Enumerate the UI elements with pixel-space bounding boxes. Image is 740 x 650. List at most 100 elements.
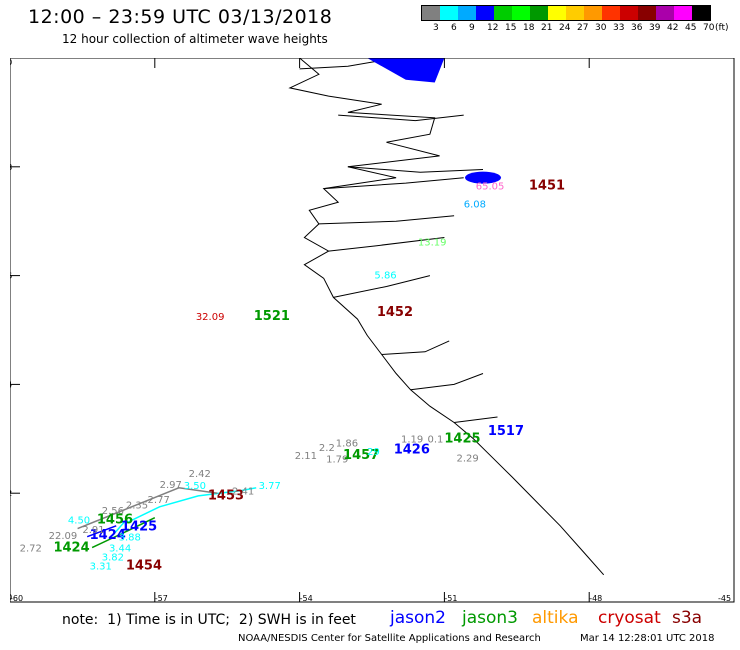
lon-label: -51	[444, 594, 457, 603]
fjord-path	[338, 114, 464, 122]
satellite-cryosat: cryosat	[598, 608, 661, 628]
wave-height-label: 1.79	[326, 455, 348, 466]
satellite-jason3: jason3	[462, 608, 518, 628]
legend-swatch	[584, 6, 602, 20]
wave-height-label: 2.72	[20, 543, 42, 554]
wave-height-label: 1.19	[401, 435, 423, 446]
wave-height-label: 29	[367, 447, 380, 458]
blue-water-patch	[465, 171, 502, 184]
coastline-path	[288, 58, 605, 576]
wave-height-label: 2.29	[456, 454, 478, 465]
wave-height-label: 2.35	[126, 500, 148, 511]
lon-label: -57	[155, 594, 168, 603]
legend-tick: 15	[505, 23, 517, 33]
legend-swatch	[440, 6, 458, 20]
satellite-s3a: s3a	[672, 608, 703, 628]
observation-labels: 65.05 1451 6.08 13.19 5.86 1452 32.09 1521 1.19 0…	[20, 179, 565, 574]
wave-height-label: 3.88	[119, 533, 141, 544]
wave-height-label: 3.82	[102, 553, 124, 564]
altimeter-map: 70 68 66 64 62 60-60 -57 -54 -51 -48 -45 65.05 1451…	[10, 58, 735, 603]
lon-label: -60	[10, 594, 23, 603]
legend-tick: 6	[451, 23, 457, 33]
pass-time-label: 1452	[377, 305, 413, 320]
fjord-path	[454, 416, 498, 423]
pass-time-label: 1453	[208, 489, 244, 504]
wave-height-label: 2.42	[189, 469, 211, 480]
blue-landmass	[367, 58, 445, 83]
wave-height-label: 5.86	[374, 270, 396, 281]
wave-height-label: 0.1	[428, 435, 444, 446]
legend-swatch	[548, 6, 566, 20]
legend-swatch	[458, 6, 476, 20]
lat-label: 68	[10, 163, 12, 172]
fjord-path	[410, 373, 484, 391]
pass-time-label: 1451	[529, 179, 565, 194]
legend-swatch	[530, 6, 548, 20]
wave-height-label: 2.56	[102, 506, 124, 517]
legend-tick: 24	[559, 23, 571, 33]
pass-time-label: 1456	[97, 513, 133, 528]
wave-height-label: 3.50	[184, 481, 206, 492]
pass-time-label: 1521	[254, 309, 290, 324]
credit-line: NOAA/NESDIS Center for Satellite Applica…	[238, 633, 541, 644]
legend-tick: 33	[613, 23, 625, 33]
generation-timestamp: Mar 14 12:28:01 UTC 2018	[580, 633, 715, 644]
lat-label: 64	[10, 380, 12, 389]
pass-time-label: 1425	[121, 520, 157, 535]
legend-tick: 39	[649, 23, 661, 33]
lat-label: 62	[10, 489, 12, 498]
pass-time-label: 1457	[343, 448, 379, 463]
wave-height-label: 2.97	[160, 480, 182, 491]
footnote: note: 1) Time is in UTC; 2) SWH is in fe…	[62, 612, 356, 628]
pass-time-label: 1424	[53, 540, 89, 555]
wave-height-label: 2.91	[82, 525, 104, 536]
legend-tick-labels: 3 6 9 12 15 18 21 24 27 30 33 36 39 42 45 70 (ft)	[421, 21, 729, 35]
lon-label: -48	[589, 594, 602, 603]
legend-swatch	[422, 6, 440, 20]
legend-tick: 36	[631, 23, 643, 33]
legend-swatch	[566, 6, 584, 20]
map-grid: 70 68 66 64 62 60-60 -57 -54 -51 -48 -45	[10, 58, 731, 603]
lat-label: 70	[10, 58, 12, 67]
map-frame	[10, 58, 735, 603]
satellite-tracks	[77, 487, 257, 549]
legend-tick: 70	[703, 23, 715, 33]
legend-swatch	[638, 6, 656, 20]
wave-height-label: 3.31	[90, 561, 112, 572]
legend-tick: 45	[685, 23, 697, 33]
satellite-track	[110, 519, 127, 538]
legend-tick: 27	[577, 23, 589, 33]
legend-swatch	[602, 6, 620, 20]
fjord-path	[323, 177, 464, 190]
pass-time-label: 1454	[126, 558, 162, 573]
wave-height-label: 22.09	[49, 531, 78, 542]
legend-tick: 42	[667, 23, 679, 33]
lat-label: 66	[10, 272, 12, 281]
legend-swatch	[674, 6, 692, 20]
legend-swatch	[512, 6, 530, 20]
legend-tick: 18	[523, 23, 535, 33]
legend-tick: 3	[433, 23, 439, 33]
fjord-path	[328, 237, 445, 252]
wave-height-label: 1.86	[336, 438, 358, 449]
pass-time-label: 1517	[488, 424, 524, 439]
legend-tick: 12	[487, 23, 499, 33]
satellite-jason2: jason2	[390, 608, 446, 628]
lat-label: 60	[10, 593, 12, 602]
map-title: 12:00 – 23:59 UTC 03/13/2018	[28, 6, 333, 28]
wave-height-label: 32.09	[196, 312, 225, 323]
wave-height-label: 4.50	[68, 516, 90, 527]
legend-unit: (ft)	[715, 23, 729, 33]
pass-time-label: 1425	[444, 432, 480, 447]
wave-height-label: 13.19	[418, 238, 447, 249]
fjord-path	[333, 275, 431, 298]
legend-swatch	[692, 6, 710, 20]
lon-label: -54	[300, 594, 313, 603]
legend-tick: 9	[469, 23, 475, 33]
legend-tick: 30	[595, 23, 607, 33]
map-subtitle: 12 hour collection of altimeter wave hei…	[62, 32, 328, 46]
wave-height-label: 2.77	[148, 495, 170, 506]
wave-height-label: 6.08	[464, 200, 486, 211]
legend-tick: 21	[541, 23, 553, 33]
legend-swatch	[620, 6, 638, 20]
